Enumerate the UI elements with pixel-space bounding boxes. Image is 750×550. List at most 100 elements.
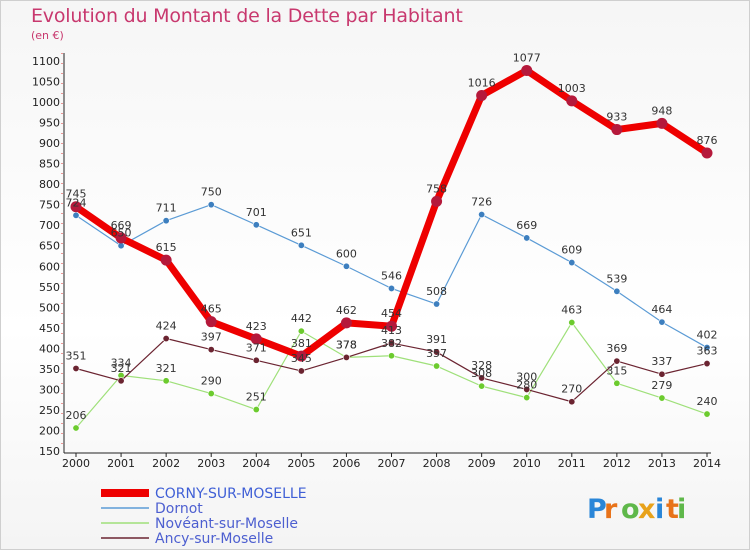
data-label: 651: [291, 226, 312, 239]
x-tick-label: 2008: [423, 457, 451, 470]
data-point: [656, 117, 668, 129]
data-label: 462: [336, 304, 357, 317]
data-point: [523, 385, 531, 393]
data-point: [613, 357, 621, 365]
data-point: [521, 64, 533, 76]
data-point: [387, 352, 395, 360]
data-label: 351: [66, 349, 87, 362]
data-label: 600: [336, 247, 357, 260]
data-point: [433, 348, 441, 356]
data-point: [613, 287, 621, 295]
data-label: 382: [381, 337, 402, 350]
data-label: 609: [561, 244, 582, 257]
y-tick-label: 650: [39, 240, 60, 253]
y-tick-label: 350: [39, 363, 60, 376]
data-label: 876: [697, 134, 718, 147]
legend-label: CORNY-SUR-MOSELLE: [155, 486, 307, 502]
data-label: 454: [381, 307, 402, 320]
data-label: 345: [291, 352, 312, 365]
data-label: 423: [246, 320, 267, 333]
x-tick-label: 2006: [332, 457, 360, 470]
y-tick-label: 250: [39, 404, 60, 417]
data-point: [611, 124, 623, 136]
data-point: [658, 318, 666, 326]
data-label: 240: [697, 395, 718, 408]
y-tick-label: 150: [39, 445, 60, 458]
data-point: [162, 335, 170, 343]
data-label: 315: [606, 364, 627, 377]
data-label: 371: [246, 341, 267, 354]
data-label: 206: [66, 409, 87, 422]
data-point: [703, 360, 711, 368]
logo-letter: r: [604, 494, 618, 525]
data-point: [297, 367, 305, 375]
data-label: 546: [381, 269, 402, 282]
data-point: [387, 339, 395, 347]
data-label: 726: [471, 196, 492, 209]
data-label: 539: [606, 272, 627, 285]
y-tick-label: 450: [39, 322, 60, 335]
data-label: 328: [471, 359, 492, 372]
data-point: [342, 262, 350, 270]
chart-subtitle: (en €): [31, 29, 64, 42]
data-point: [250, 333, 262, 345]
data-point: [433, 362, 441, 370]
x-tick-label: 2002: [152, 457, 180, 470]
data-point: [658, 394, 666, 402]
data-label: 402: [697, 329, 718, 342]
data-point: [658, 370, 666, 378]
data-label: 334: [111, 356, 132, 369]
logo-letter: o: [621, 494, 640, 525]
data-point: [297, 327, 305, 335]
data-point: [207, 201, 215, 209]
data-point: [252, 406, 260, 414]
logo-letter: x: [638, 494, 655, 525]
data-label: 745: [66, 188, 87, 201]
y-tick-label: 1050: [32, 76, 60, 89]
data-label: 711: [156, 202, 177, 215]
data-label: 357: [426, 347, 447, 360]
y-tick-label: 1100: [32, 55, 60, 68]
y-tick-label: 950: [39, 117, 60, 130]
data-point: [476, 89, 488, 101]
y-tick-label: 400: [39, 342, 60, 355]
x-tick-label: 2009: [468, 457, 496, 470]
x-tick-label: 2001: [107, 457, 135, 470]
logo-letter: i: [677, 494, 686, 525]
data-label: 508: [426, 285, 447, 298]
data-label: 321: [156, 362, 177, 375]
data-label: 669: [516, 219, 537, 232]
data-label: 270: [561, 383, 582, 396]
data-point: [386, 320, 397, 332]
data-label: 321: [111, 362, 132, 375]
logo-letter: t: [666, 494, 679, 525]
data-point: [568, 398, 576, 406]
data-point: [117, 377, 125, 385]
data-label: 290: [201, 375, 222, 388]
data-label: 464: [651, 303, 672, 316]
x-tick-label: 2003: [197, 457, 225, 470]
data-label: 1003: [558, 82, 586, 95]
data-label: 701: [246, 206, 267, 219]
data-point: [478, 374, 486, 382]
data-label: 669: [111, 219, 132, 232]
data-label: 758: [426, 182, 447, 195]
data-label: 308: [471, 367, 492, 380]
y-tick-label: 850: [39, 158, 60, 171]
data-label: 369: [606, 342, 627, 355]
data-label: 381: [291, 337, 312, 350]
data-point: [117, 242, 125, 250]
data-point: [703, 410, 711, 418]
x-tick-label: 2012: [603, 457, 631, 470]
data-point: [115, 232, 127, 244]
data-point: [72, 211, 80, 219]
y-tick-label: 900: [39, 137, 60, 150]
data-point: [703, 344, 711, 352]
data-point: [72, 364, 80, 372]
data-label: 363: [697, 345, 718, 358]
data-label: 413: [381, 324, 402, 337]
data-label: 933: [606, 111, 627, 124]
data-label: 650: [111, 227, 132, 240]
